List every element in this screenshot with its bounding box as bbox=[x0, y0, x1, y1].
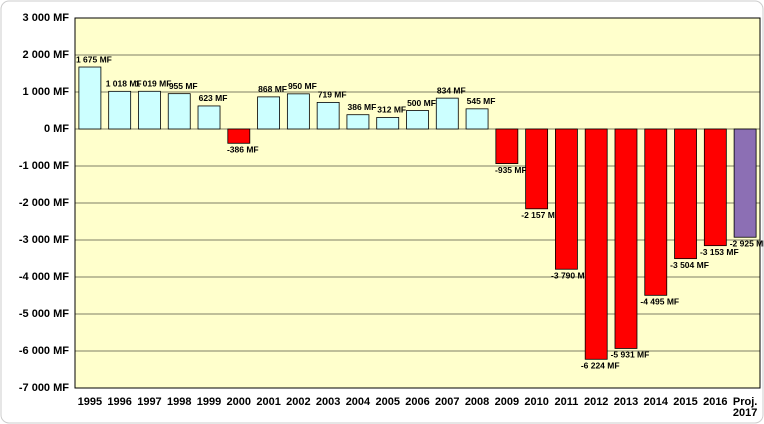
y-tick-label: -1 000 MF bbox=[19, 160, 69, 172]
x-tick-label: 1996 bbox=[107, 396, 131, 408]
bar bbox=[555, 128, 578, 270]
x-tick-label: 2002 bbox=[286, 396, 310, 408]
x-tick-label: 2004 bbox=[346, 396, 371, 408]
bar bbox=[644, 128, 668, 296]
bar bbox=[674, 128, 697, 260]
x-tick-label: 2013 bbox=[614, 396, 638, 408]
bar bbox=[316, 101, 340, 130]
x-tick-label: Proj. 2017 bbox=[733, 396, 757, 419]
value-label: 623 MF bbox=[199, 93, 228, 103]
x-tick-label: 1999 bbox=[197, 396, 221, 408]
value-label: 868 MF bbox=[258, 84, 287, 94]
value-label: 1 018 MF bbox=[106, 79, 142, 89]
value-label: 500 MF bbox=[407, 98, 436, 108]
y-tick-label: -6 000 MF bbox=[19, 345, 69, 357]
value-label: 834 MF bbox=[437, 85, 466, 95]
bar bbox=[465, 108, 489, 130]
value-label: 312 MF bbox=[377, 105, 406, 115]
bar bbox=[286, 93, 310, 130]
x-tick-label: 2009 bbox=[495, 396, 519, 408]
bar bbox=[406, 110, 429, 130]
y-tick-label: -2 000 MF bbox=[19, 197, 69, 209]
x-tick-label: 1995 bbox=[78, 396, 102, 408]
y-tick-label: 0 MF bbox=[44, 123, 69, 135]
bar bbox=[376, 117, 400, 130]
value-label: 1 675 MF bbox=[76, 54, 112, 64]
value-label: 950 MF bbox=[288, 81, 317, 91]
y-tick-label: 2 000 MF bbox=[23, 49, 70, 61]
x-tick-label: 2012 bbox=[584, 396, 608, 408]
bar bbox=[227, 128, 251, 144]
y-tick-label: 1 000 MF bbox=[23, 86, 70, 98]
bar bbox=[703, 128, 727, 247]
value-label: 1 019 MF bbox=[136, 79, 172, 89]
bar bbox=[495, 128, 519, 164]
bar bbox=[584, 128, 608, 360]
value-label: -2 925 MF bbox=[730, 238, 764, 248]
value-label: 955 MF bbox=[169, 81, 198, 91]
value-label: 386 MF bbox=[348, 102, 377, 112]
value-label: 719 MF bbox=[318, 90, 347, 100]
x-tick-label: 2015 bbox=[673, 396, 697, 408]
y-tick-label: -3 000 MF bbox=[19, 234, 69, 246]
y-tick-label: 3 000 MF bbox=[23, 12, 70, 24]
value-label: -3 790 MF bbox=[551, 270, 590, 280]
bar bbox=[108, 90, 132, 130]
x-tick-label: 2007 bbox=[435, 396, 459, 408]
x-tick-label: 2006 bbox=[405, 396, 429, 408]
bar bbox=[257, 96, 280, 130]
x-tick-label: 2016 bbox=[703, 396, 727, 408]
value-label: -2 157 MF bbox=[521, 210, 560, 220]
value-label: 545 MF bbox=[467, 96, 496, 106]
x-tick-label: 1997 bbox=[137, 396, 161, 408]
bar bbox=[78, 66, 102, 130]
x-tick-label: 2005 bbox=[375, 396, 399, 408]
x-tick-label: 2008 bbox=[465, 396, 489, 408]
y-tick-label: -5 000 MF bbox=[19, 308, 69, 320]
bar bbox=[733, 128, 757, 238]
x-tick-label: 2000 bbox=[227, 396, 251, 408]
bar bbox=[346, 114, 370, 130]
bar bbox=[167, 93, 191, 130]
bar bbox=[138, 90, 161, 130]
value-label: -935 MF bbox=[495, 165, 527, 175]
value-label: -5 931 MF bbox=[611, 350, 650, 360]
value-label: -6 224 MF bbox=[581, 361, 620, 371]
value-label: -4 495 MF bbox=[640, 297, 679, 307]
bar bbox=[197, 105, 221, 130]
value-label: -3 504 MF bbox=[670, 260, 709, 270]
x-tick-label: 2014 bbox=[644, 396, 669, 408]
x-tick-label: 2001 bbox=[256, 396, 280, 408]
bar bbox=[435, 97, 459, 130]
x-tick-label: 2011 bbox=[554, 396, 578, 408]
x-tick-label: 2010 bbox=[524, 396, 548, 408]
bar bbox=[525, 128, 549, 210]
bar bbox=[614, 128, 638, 349]
x-tick-label: 1998 bbox=[167, 396, 191, 408]
x-tick-label: 2003 bbox=[316, 396, 340, 408]
value-label: -3 153 MF bbox=[700, 247, 739, 257]
y-tick-label: -7 000 MF bbox=[19, 382, 69, 394]
y-tick-label: -4 000 MF bbox=[19, 271, 69, 283]
value-label: -386 MF bbox=[227, 145, 259, 155]
